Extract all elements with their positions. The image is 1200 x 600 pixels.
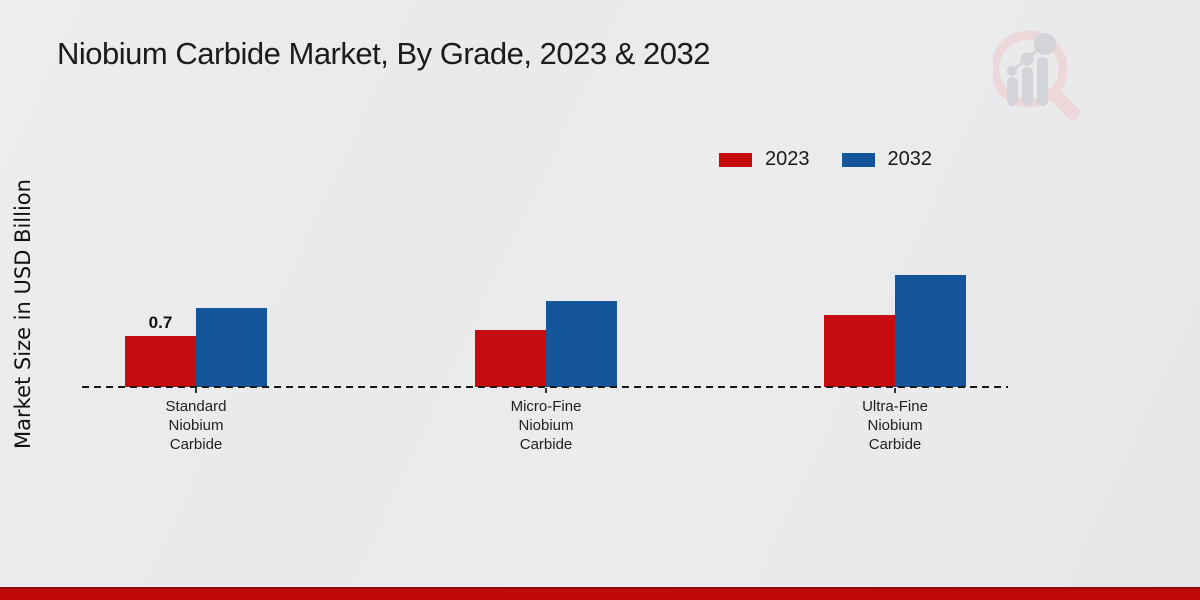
x-tick-ultra-fine [894,388,896,393]
category-label-standard: Standard Niobium Carbide [165,398,227,453]
legend-item-2023: 2023 [719,148,810,171]
bar-2023-standard [125,336,196,387]
legend-label-2023: 2023 [765,148,810,170]
bar-2023-micro-fine [475,330,546,387]
logo-dot-1 [1007,66,1017,76]
chart-legend: 2023 2032 [719,148,950,171]
logo-dot-2 [1020,52,1034,66]
chart-title: Niobium Carbide Market, By Grade, 2023 &… [57,36,710,71]
logo-handle [1047,87,1080,120]
market-research-future-logo [993,30,1080,120]
logo-bar-1 [1007,77,1018,106]
bottom-accent-bar [0,587,1200,600]
legend-swatch-2032 [841,152,875,167]
bar-2032-micro-fine [546,301,617,387]
category-label-ultra-fine: Ultra-Fine Niobium Carbide [862,398,928,453]
logo-dot-3 [1034,33,1056,55]
logo-bar-2 [1022,67,1033,106]
legend-item-2032: 2032 [841,148,933,171]
bar-2023-ultra-fine [824,315,895,387]
x-tick-standard [195,388,197,393]
legend-swatch-2023 [719,152,752,167]
logo-bar-3 [1037,57,1048,106]
x-tick-micro-fine [545,388,547,393]
bar-2032-ultra-fine [895,275,966,387]
bar-2032-standard [196,308,267,387]
bar-value-label-2023-standard: 0.7 [148,313,173,332]
legend-label-2032: 2032 [887,148,933,170]
category-label-micro-fine: Micro-Fine Niobium Carbide [510,398,582,453]
x-axis-dashed-baseline [82,386,1008,388]
